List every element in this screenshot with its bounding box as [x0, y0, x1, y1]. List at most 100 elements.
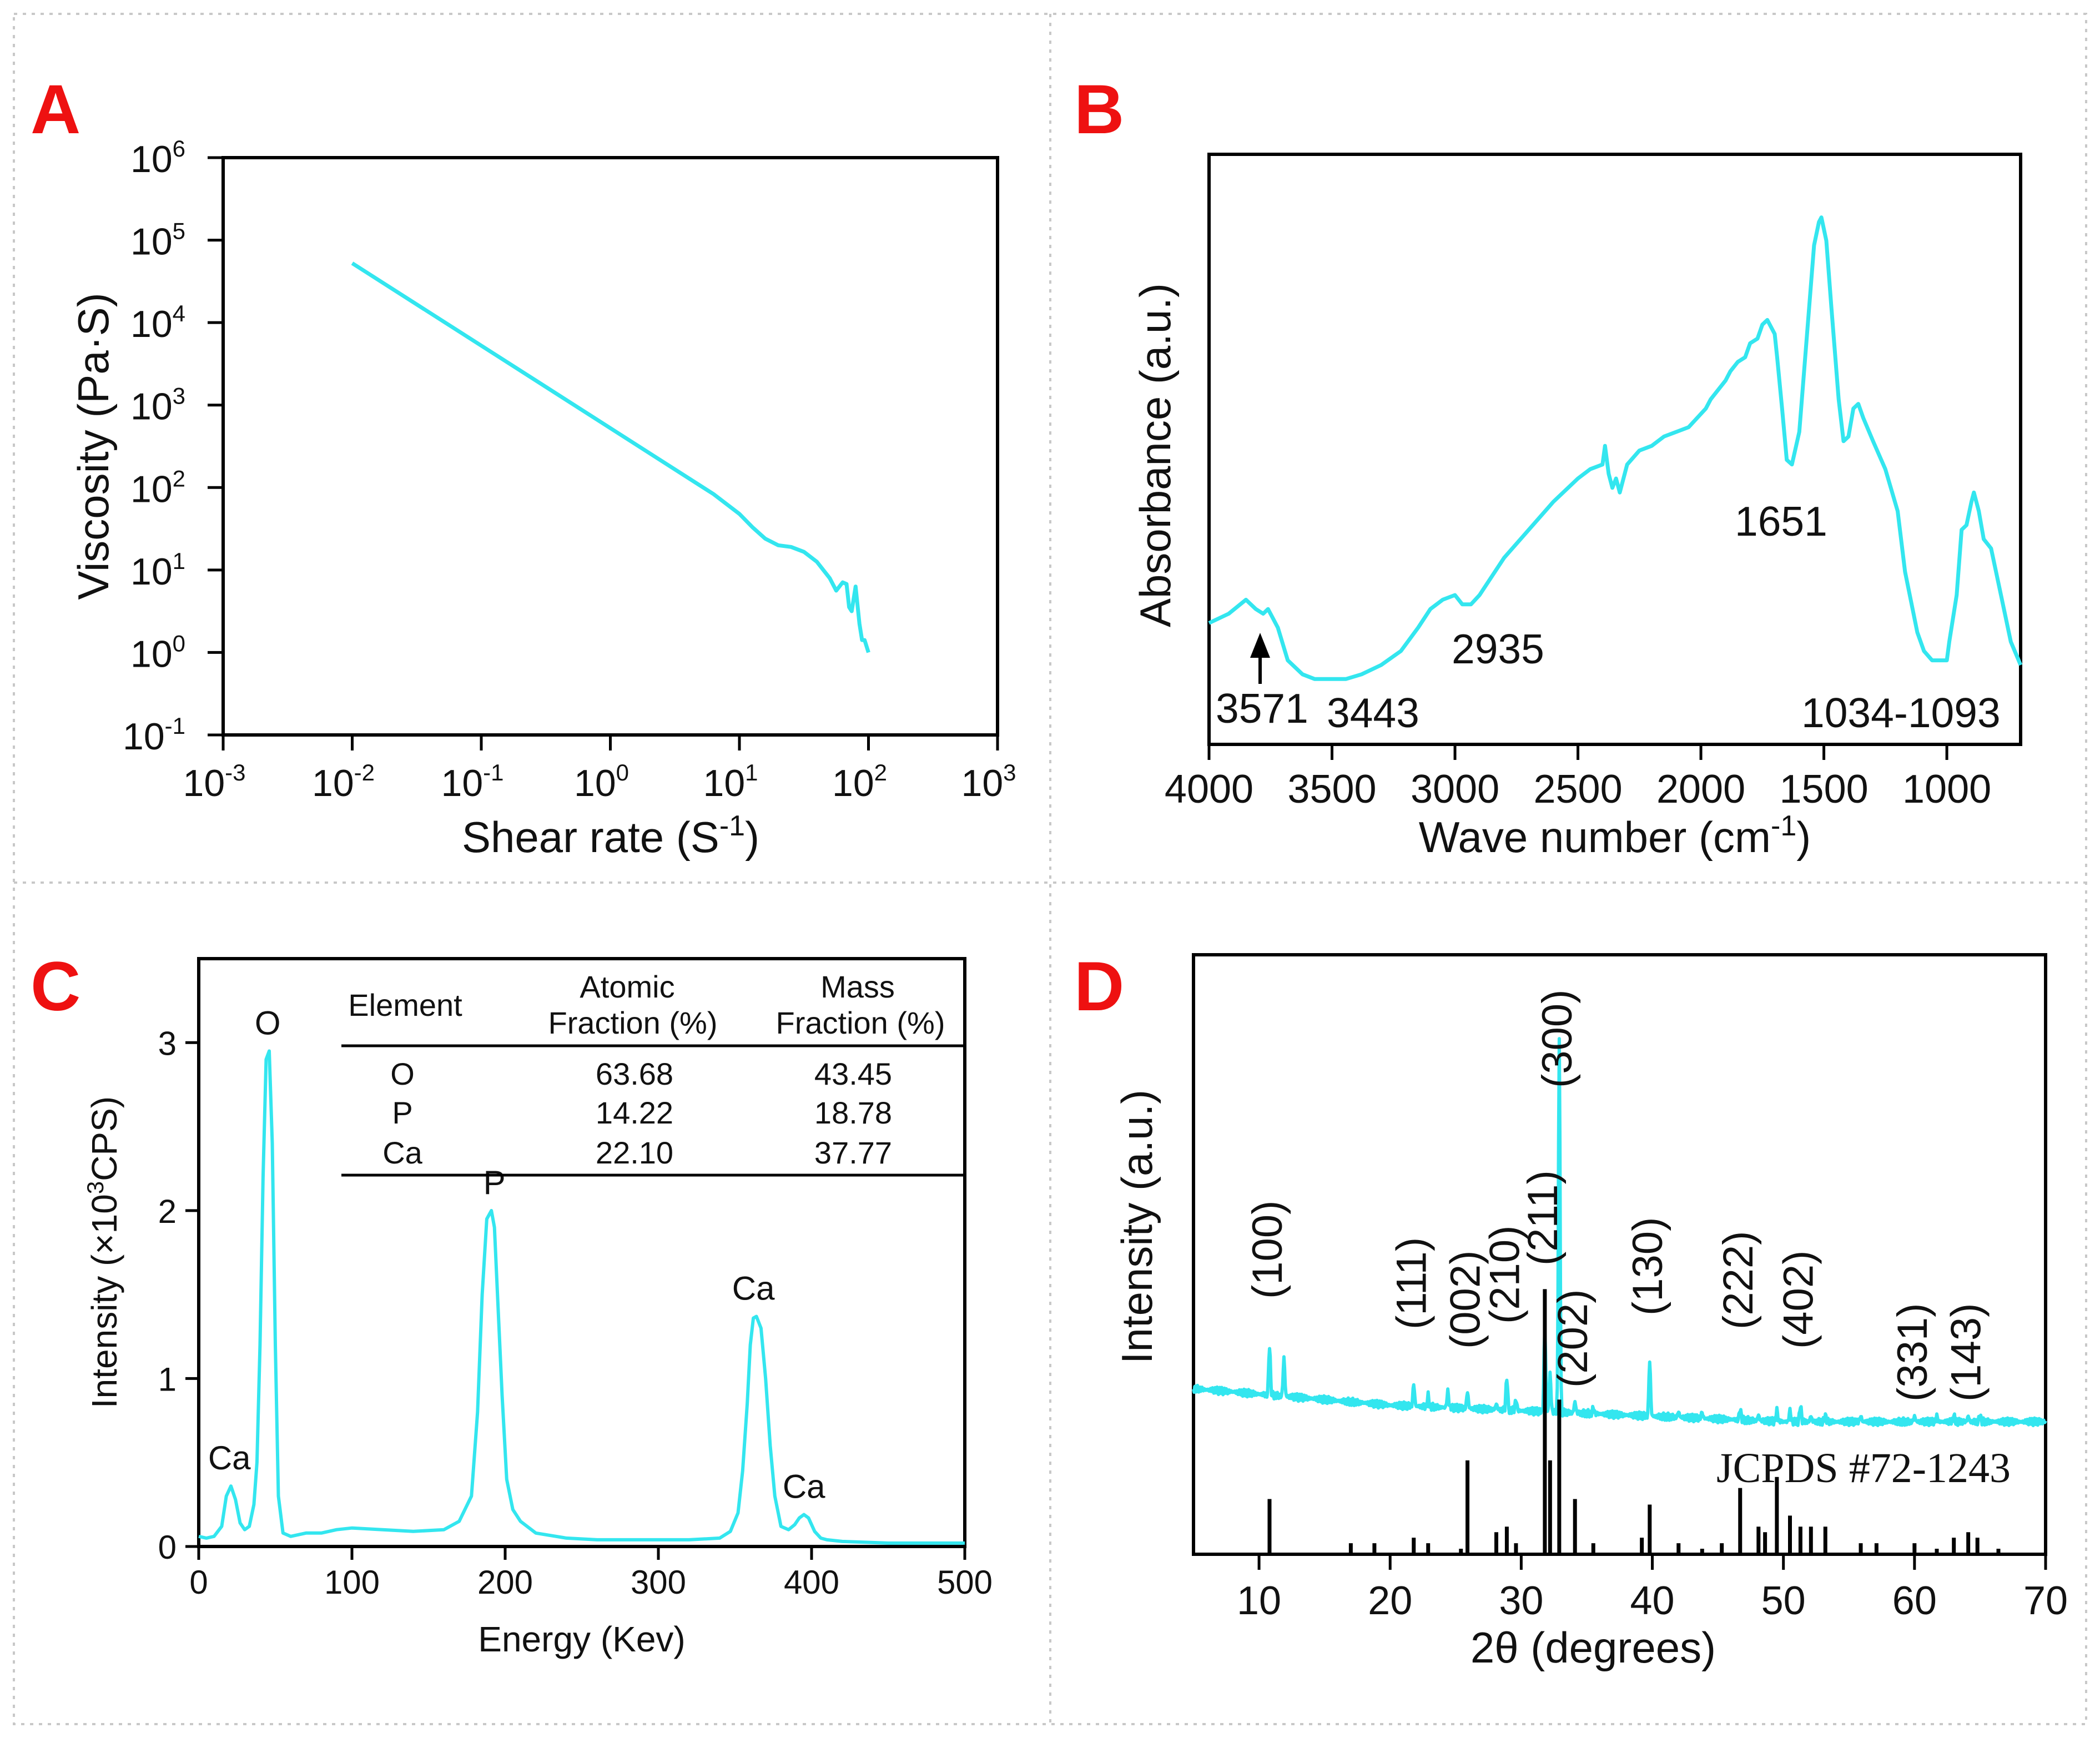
x-tick-label-d: 50	[1761, 1579, 1806, 1623]
x-tick-label-b: 3000	[1411, 767, 1499, 812]
y-tick-label-a: 104	[130, 300, 185, 345]
y-axis-title-d: Intensity (a.u.)	[1112, 1090, 1161, 1364]
x-tick-label-a: 10-1	[441, 759, 504, 804]
y-tick-label-c: 1	[158, 1361, 177, 1398]
element-table: Element Atomic Fraction (%) Mass Fractio…	[341, 969, 965, 1177]
x-tick-label-a: 10-3	[183, 759, 246, 804]
y-tick-label-a: 100	[130, 630, 185, 675]
axis-ticks-c: 0 100 200 300 400 500 0 1 2 3	[158, 1025, 993, 1601]
x-tick-label-a: 102	[832, 759, 887, 804]
miller-index-label: (331)	[1889, 1303, 1936, 1402]
x-tick-label-c: 500	[937, 1564, 993, 1601]
miller-index-label: (100)	[1244, 1201, 1291, 1299]
annotation-1034-1093: 1034-1093	[1801, 689, 2001, 736]
y-tick-label-c: 0	[158, 1529, 177, 1566]
miller-index-label: (210)	[1481, 1226, 1528, 1324]
x-axis-title-a: Shear rate (S-1)	[462, 810, 759, 862]
panel-a-viscosity-chart: 10-3 10-2 10-1 100 101 102 103 10-1 100 101 102 103…	[69, 135, 1016, 862]
table-header-atomic-fraction: Fraction (%)	[548, 1005, 718, 1040]
x-tick-label-c: 200	[477, 1564, 533, 1601]
x-tick-label-d: 70	[2023, 1579, 2068, 1623]
peak-label: Ca	[732, 1270, 775, 1307]
y-tick-label-a: 101	[130, 548, 185, 593]
miller-index-label: (202)	[1549, 1289, 1597, 1388]
table-header-atomic: Atomic	[580, 969, 674, 1004]
miller-index-label: (143)	[1943, 1303, 1990, 1402]
table-cell: Ca	[382, 1135, 422, 1170]
x-tick-label-b: 3500	[1287, 767, 1376, 812]
table-cell: 22.10	[596, 1135, 673, 1170]
table-cell: 37.77	[814, 1135, 892, 1170]
y-axis-title-a: Viscosity (Pa·S)	[69, 293, 118, 600]
y-tick-label-c: 2	[158, 1193, 177, 1230]
peak-label: Ca	[783, 1468, 825, 1505]
table-header-element: Element	[348, 988, 462, 1022]
x-tick-label-c: 300	[631, 1564, 686, 1601]
x-tick-label-d: 20	[1368, 1579, 1412, 1623]
annotation-3443: 3443	[1327, 689, 1419, 736]
miller-index-label: (222)	[1715, 1231, 1762, 1329]
annotation-2935: 2935	[1452, 626, 1544, 672]
reference-pattern-bars	[1267, 1289, 2001, 1554]
reference-card-label: JCPDS #72-1243	[1716, 1445, 2011, 1492]
eds-spectrum-curve	[198, 1049, 965, 1545]
miller-index-label: (211)	[1519, 1170, 1567, 1266]
panel-b-ftir-chart: 4000 3500 3000 2500 2000 1500 1000 3571 3443 2…	[1131, 153, 2023, 862]
x-tick-label-a: 100	[574, 759, 629, 804]
viscosity-curve	[351, 261, 870, 653]
x-tick-label-a: 10-2	[312, 759, 375, 804]
y-tick-label-c: 3	[158, 1025, 177, 1062]
axis-ticks-a: 10-3 10-2 10-1 100 101 102 103 10-1 100 101 102 103…	[123, 135, 1016, 804]
plot-frame-a	[221, 156, 999, 737]
x-axis-title-d: 2θ (degrees)	[1470, 1623, 1716, 1672]
axis-ticks-b: 4000 3500 3000 2500 2000 1500 1000	[1165, 744, 1991, 812]
miller-index-label: (402)	[1775, 1251, 1822, 1349]
x-tick-label-b: 1000	[1902, 767, 1991, 812]
table-cell: 63.68	[596, 1056, 673, 1091]
x-tick-label-c: 400	[784, 1564, 839, 1601]
plot-frame-b	[1207, 153, 2022, 746]
annotation-3571: 3571	[1216, 685, 1308, 732]
x-tick-label-b: 2000	[1656, 767, 1745, 812]
peak-label: P	[484, 1164, 506, 1201]
absorbance-curve	[1208, 215, 2023, 681]
table-cell: 14.22	[596, 1095, 673, 1130]
x-tick-label-b: 4000	[1165, 767, 1253, 812]
panel-c-eds-chart: 0 100 200 300 400 500 0 1 2 3 O P Ca Ca Ca Element At…	[82, 957, 993, 1659]
panel-label-b: B	[1074, 71, 1124, 148]
peak-label: Ca	[208, 1439, 251, 1477]
x-axis-title-c: Energy (Kev)	[478, 1619, 685, 1659]
x-tick-label-d: 60	[1892, 1579, 1937, 1623]
x-tick-label-c: 100	[324, 1564, 380, 1601]
miller-index-label: (002)	[1442, 1251, 1489, 1349]
y-axis-title-c: Intensity (×103CPS)	[82, 1096, 124, 1408]
miller-index-labels: (100) (111) (002)(210)(211) (202) (300) (130)…	[1244, 990, 1990, 1402]
x-tick-label-b: 1500	[1779, 767, 1868, 812]
plot-frame-c	[197, 957, 966, 1548]
x-tick-label-b: 2500	[1533, 767, 1622, 812]
y-tick-label-a: 103	[130, 383, 185, 428]
y-axis-title-b: Absorbance (a.u.)	[1131, 283, 1180, 627]
y-tick-label-a: 105	[130, 218, 185, 263]
panel-label-d: D	[1074, 948, 1124, 1025]
x-tick-label-d: 10	[1237, 1579, 1281, 1623]
peak-label: O	[255, 1004, 281, 1041]
miller-index-label: (130)	[1624, 1217, 1671, 1316]
panel-d-xrd-chart: 10 20 30 40 50 60 70 JCPDS #72-1243 (100) (111)…	[1112, 953, 2068, 1672]
table-header-mass: Mass	[820, 969, 895, 1004]
axis-ticks-d: 10 20 30 40 50 60 70	[1237, 1554, 2068, 1623]
x-tick-label-d: 40	[1630, 1579, 1674, 1623]
y-tick-label-a: 10-1	[123, 713, 185, 758]
x-tick-label-a: 103	[961, 759, 1016, 804]
plot-frame-d	[1192, 953, 2047, 1556]
table-cell: P	[392, 1095, 412, 1130]
x-tick-label-c: 0	[189, 1564, 208, 1601]
annotation-1651: 1651	[1735, 498, 1827, 545]
xrd-pattern-curve	[1192, 1037, 2047, 1428]
y-tick-label-a: 102	[130, 465, 185, 510]
peak-labels-c: O P Ca Ca Ca	[208, 1004, 825, 1505]
arrow-3571-icon	[1250, 633, 1270, 684]
table-cell: 43.45	[814, 1056, 892, 1091]
x-axis-title-b: Wave number (cm-1)	[1419, 810, 1811, 862]
